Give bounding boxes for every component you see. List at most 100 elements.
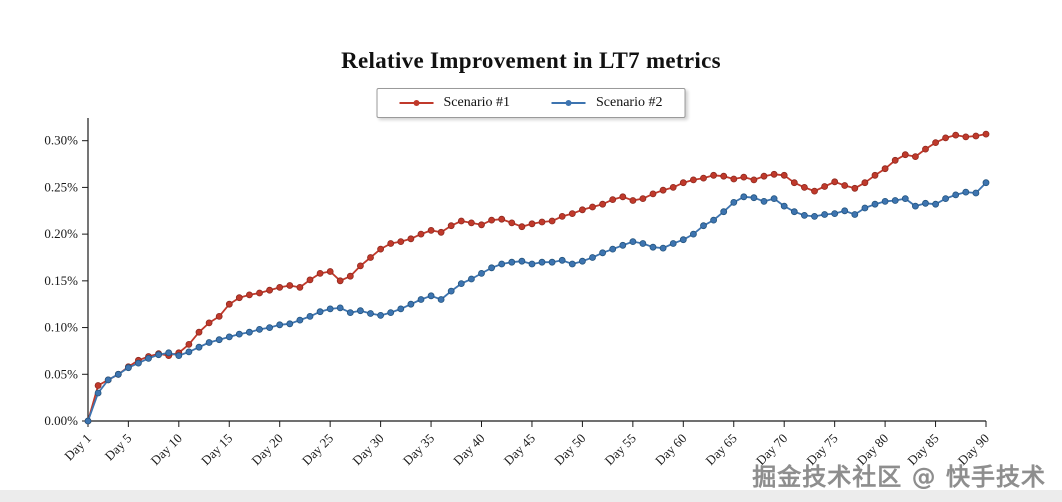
x-tick-label: Day 45 [501,431,538,468]
data-point-marker [256,325,263,333]
x-tick-label: Day 30 [349,431,386,468]
data-point-marker [922,145,929,153]
data-point-marker [498,215,506,223]
data-point-marker [982,130,990,138]
data-point-marker [407,300,415,308]
data-point-marker [134,359,142,367]
data-point-marker [760,197,768,205]
data-point-marker [155,351,163,359]
data-point-marker [568,260,576,268]
data-point-marker [387,240,395,247]
data-point-marker [589,254,596,261]
data-point-marker [266,324,274,332]
data-point-marker [801,183,808,191]
data-point-marker [356,262,364,270]
data-point-marker [669,183,677,191]
x-tick-label: Day 25 [299,431,336,468]
data-point-marker [427,226,435,234]
data-point-marker [457,280,465,288]
data-point-marker [447,287,455,295]
data-point-marker [346,309,354,317]
data-point-marker [851,211,859,218]
data-point-marker [801,211,808,219]
data-point-marker [912,202,919,210]
data-point-marker [740,173,748,181]
data-point-marker [336,304,344,312]
data-point-marker [165,349,173,357]
data-point-marker [891,197,899,204]
x-tick-label: Day 10 [148,431,185,468]
data-point-marker [811,212,818,220]
legend-label-scenario-1: Scenario #1 [443,95,510,110]
y-axis-ticks: 0.00% 0.05% 0.10% 0.15% 0.20% 0.25% 0.30% [44,133,88,428]
data-point-marker [690,176,697,184]
data-point-marker [972,132,980,140]
data-point-marker [467,275,475,283]
data-point-marker [256,289,263,297]
data-point-marker [619,241,627,249]
data-point-marker [195,343,203,351]
data-point-marker [770,195,778,203]
y-tick-label: 0.00% [44,413,78,428]
data-point-marker [407,235,415,243]
data-point-marker [286,320,294,328]
data-point-marker [518,223,526,231]
data-point-marker [619,193,627,201]
data-point-marker [276,321,284,329]
data-point-marker [831,210,839,218]
data-point-marker [609,245,617,253]
y-tick-label: 0.10% [44,320,78,335]
data-point-marker [922,199,929,207]
data-point-marker [730,175,738,183]
data-point-marker [457,217,465,225]
data-point-marker [639,240,647,247]
data-point-marker [700,174,707,182]
data-point-marker [548,217,556,225]
data-point-marker [952,191,960,199]
data-point-marker [245,328,253,336]
data-point-marker [609,196,617,204]
data-point-marker [912,153,919,161]
data-point-marker [982,179,990,187]
y-tick-label: 0.25% [44,179,78,194]
data-point-marker [367,310,374,317]
data-point-marker [528,260,536,268]
data-point-marker [760,172,768,180]
data-point-marker [942,195,949,203]
data-point-marker [367,254,374,261]
data-point-marker [316,308,324,316]
data-point-marker [599,249,606,257]
data-point-marker [538,218,546,226]
data-point-marker [901,195,909,203]
x-tick-label: Day 35 [400,431,437,468]
series-line [87,182,987,422]
data-point-marker [195,328,203,336]
data-point-marker [871,171,879,179]
data-point-marker [225,300,233,308]
data-point-marker [659,244,667,252]
data-point-marker [790,179,798,187]
data-point-marker [225,333,233,341]
data-point-marker [558,212,566,220]
y-tick-label: 0.20% [44,226,78,241]
x-tick-label: Day 20 [248,431,285,468]
data-point-marker [488,264,496,272]
data-point-marker [377,245,385,253]
data-point-marker [266,286,274,294]
data-point-marker [377,311,385,319]
data-point-marker [932,200,939,208]
data-point-marker [175,352,183,360]
data-point-marker [518,257,526,265]
data-point-marker [296,316,304,324]
data-point-marker [629,238,637,246]
data-point-marker [720,208,728,216]
data-point-marker [286,282,294,289]
data-point-marker [508,219,516,227]
data-point-marker [205,339,213,346]
data-point-marker [276,283,284,291]
legend-line-red [399,100,434,106]
x-tick-label: Day 50 [551,431,588,468]
data-point-marker [962,133,970,141]
